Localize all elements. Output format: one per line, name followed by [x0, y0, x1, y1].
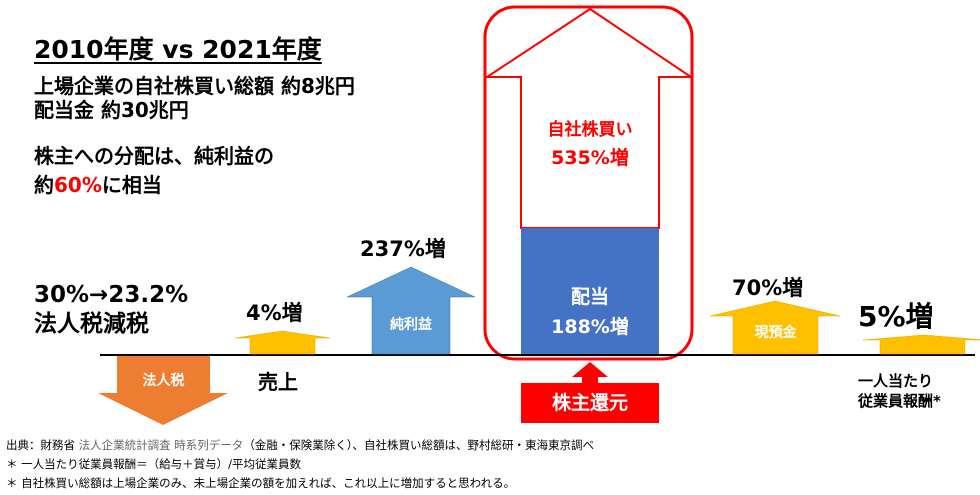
tax-arrow-label: 法人税 — [142, 373, 185, 389]
salary-label-line1: 一人当たり — [858, 372, 934, 390]
shareholder-return-arrow-icon — [572, 362, 608, 384]
source-dataset: 法人企業統計調査 時系列データ — [78, 438, 244, 452]
footnote-buyback-scope: ＊ 自社株買い総額は上場企業のみ、未上場企業の額を加えれば、これ以上に増加すると… — [6, 476, 516, 490]
buyback-change: 535%増 — [551, 147, 629, 169]
source-suffix: （金融・保険業除く）、自社株買い総額は、野村総研・東海東京調べ — [243, 438, 595, 452]
ratio-suffix: に相当 — [101, 173, 162, 197]
dividend-change: 188%増 — [551, 316, 629, 338]
net-income-up-arrow-icon — [346, 266, 476, 355]
ratio-prefix: 約 — [34, 173, 54, 197]
shareholder-return-frame — [483, 5, 694, 361]
cash-up-arrow-icon — [709, 300, 841, 355]
salary-label-line2: 従業員報酬* — [858, 392, 941, 410]
ratio-highlight: 60% — [54, 173, 102, 197]
buyback-total-text: 上場企業の自社株買い総額 約8兆円 — [34, 74, 355, 98]
distribution-ratio-text: 株主への分配は、純利益の — [34, 144, 274, 168]
salary-up-arrow-icon — [862, 334, 980, 355]
distribution-ratio-value: 約60%に相当 — [34, 172, 162, 199]
source-note: 出典：財務省 法人企業統計調査 時系列データ（金融・保険業除く）、自社株買い総額… — [6, 437, 594, 453]
source-prefix: 出典：財務省 — [6, 438, 79, 452]
footnote-salary-definition: ＊ 一人当たり従業員報酬＝（給与＋賞与）/平均従業員数 — [6, 457, 302, 471]
dividend-bar — [521, 228, 659, 355]
buyback-label: 自社株買い — [547, 120, 633, 140]
cash-change: 70%増 — [732, 276, 804, 300]
dividend-label: 配当 — [570, 286, 609, 308]
sales-label: 売上 — [258, 370, 298, 394]
shareholder-return-label: 株主還元 — [551, 392, 628, 414]
page-title: 2010年度 vs 2021年度 — [34, 35, 322, 64]
dividend-total-text: 配当金 約30兆円 — [34, 98, 189, 122]
sales-change: 4%増 — [246, 301, 303, 325]
salary-change: 5%増 — [858, 300, 934, 333]
sales-up-arrow-icon — [234, 330, 331, 355]
cash-arrow-label: 現預金 — [754, 325, 797, 341]
net-income-change: 237%増 — [360, 237, 446, 261]
tax-down-arrow-icon — [98, 356, 228, 425]
tax-rate-change: 30%→23.2% — [34, 282, 189, 308]
net-income-arrow-label: 純利益 — [390, 317, 432, 333]
tax-cut-caption: 法人税減税 — [34, 311, 149, 337]
shareholder-return-box — [521, 383, 659, 423]
